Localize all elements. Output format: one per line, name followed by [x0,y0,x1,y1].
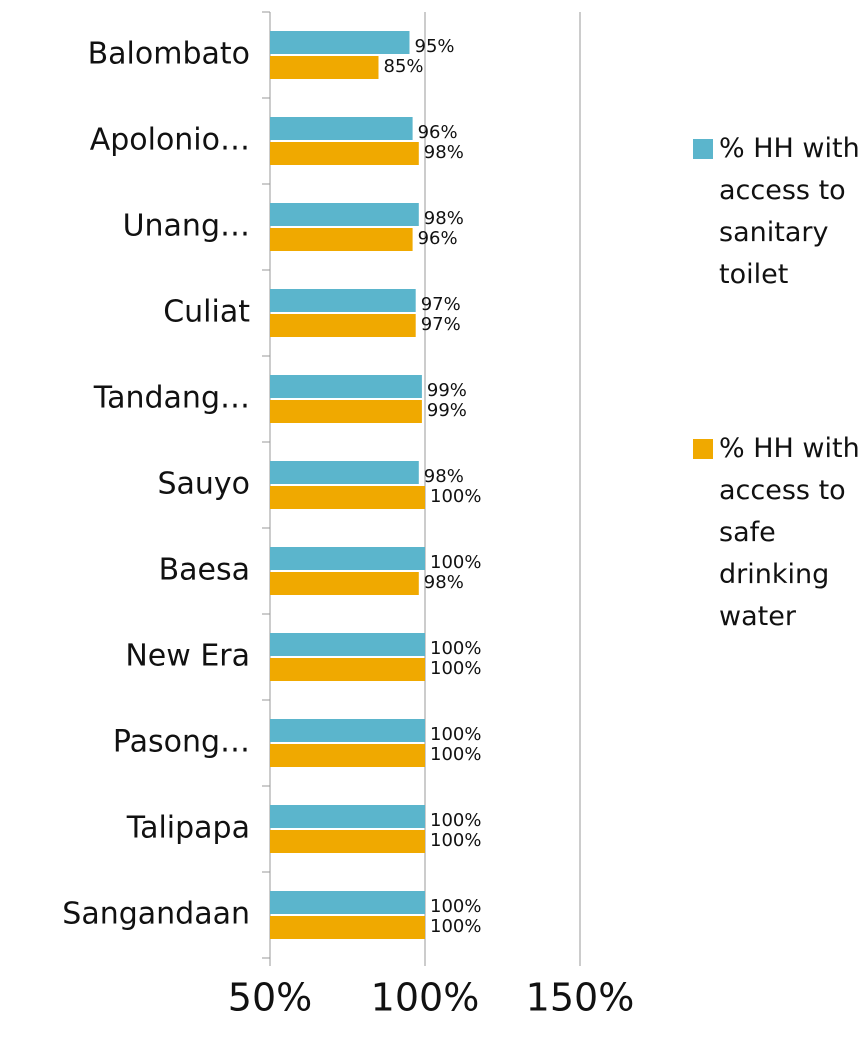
bar [270,289,416,312]
legend-label: % HH with access to sanitary toilet [719,133,860,290]
x-tick-label: 150% [526,976,635,1020]
value-label: 100% [430,916,481,937]
legend-swatch [693,439,713,459]
legend-entry: % HH with access to sanitary toilet [693,128,867,296]
value-label: 97% [421,314,461,335]
y-tick-label: Apolonio… [90,123,250,158]
y-tick-label: Culiat [163,295,250,330]
legend-swatch [693,139,713,159]
legend-label: % HH with access to safe drinking water [719,433,860,632]
value-label: 100% [430,658,481,679]
value-label: 100% [430,724,481,745]
value-label: 98% [424,142,464,163]
bar [270,916,425,939]
bar [270,203,419,226]
bar [270,486,425,509]
value-label: 98% [424,208,464,229]
bar [270,400,422,423]
bar [270,805,425,828]
bar [270,830,425,853]
y-tick-label: Pasong… [113,725,250,760]
value-label: 96% [418,122,458,143]
value-label: 100% [430,896,481,917]
value-label: 100% [430,552,481,573]
bar [270,547,425,570]
y-tick-label: Baesa [159,553,250,588]
value-label: 98% [424,466,464,487]
y-tick-label: Talipapa [126,811,250,846]
y-tick-label: Sangandaan [62,897,250,932]
value-label: 98% [424,572,464,593]
y-tick-label: Sauyo [157,467,250,502]
value-label: 100% [430,638,481,659]
y-tick-label: New Era [125,639,250,674]
bar [270,117,413,140]
value-label: 99% [427,380,467,401]
value-label: 85% [384,56,424,77]
bar [270,891,425,914]
bar [270,744,425,767]
value-label: 99% [427,400,467,421]
value-label: 95% [415,36,455,57]
y-tick-label: Balombato [88,37,250,72]
y-tick-label: Unang… [123,209,250,244]
value-label: 100% [430,744,481,765]
bar [270,56,379,79]
bar [270,314,416,337]
value-label: 100% [430,830,481,851]
bar [270,375,422,398]
x-tick-label: 100% [371,976,480,1020]
legend-entry: % HH with access to safe drinking water [693,428,867,638]
bar [270,633,425,656]
bar [270,228,413,251]
value-label: 97% [421,294,461,315]
bar [270,142,419,165]
bar [270,31,410,54]
value-label: 100% [430,486,481,507]
bar [270,572,419,595]
y-tick-label: Tandang… [93,381,250,416]
bar [270,658,425,681]
value-label: 100% [430,810,481,831]
bar [270,719,425,742]
x-tick-label: 50% [228,976,312,1020]
value-label: 96% [418,228,458,249]
bar [270,461,419,484]
